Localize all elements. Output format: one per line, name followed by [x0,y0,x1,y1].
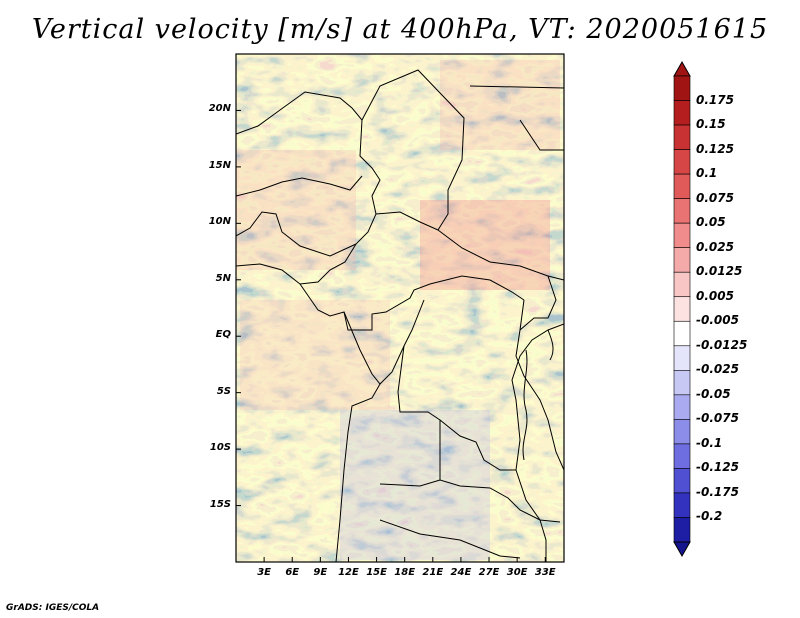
vertical-velocity-field [236,54,564,562]
colorbar-swatch [673,173,691,199]
grads-credit: GrADS: IGES/COLA [6,603,100,613]
lat-label: 10N [208,216,231,228]
colorbar-level-label: -0.125 [696,460,739,475]
colorbar-level-label: -0.0125 [696,337,748,352]
colorbar-swatch [673,75,691,101]
longitude-ticks [263,557,546,562]
colorbar-swatch [673,149,691,175]
colorbar-swatch [673,296,691,322]
colorbar [673,60,691,558]
colorbar-level-label: -0.005 [696,313,739,328]
lat-label: 15N [208,159,231,171]
lat-label: 15S [209,498,231,510]
colorbar-swatch [673,492,691,518]
colorbar-level-label: 0.15 [696,117,726,132]
colorbar-swatch [673,468,691,494]
lat-label: 5S [216,385,231,397]
lat-label: 5N [215,272,231,284]
colorbar-level-label: -0.025 [696,362,739,377]
colorbar-bottom-arrow [673,541,691,558]
lat-label: 10S [209,442,231,454]
colorbar-top-arrow [673,60,691,77]
colorbar-level-label: 0.1 [696,166,718,181]
latitude-ticks [236,109,241,507]
colorbar-level-label: 0.005 [696,288,734,303]
colorbar-level-label: -0.075 [696,411,739,426]
colorbar-level-label: 0.175 [696,92,734,107]
colorbar-swatch [673,320,691,347]
colorbar-level-label: -0.175 [696,484,739,499]
colorbar-swatch [673,419,691,445]
colorbar-swatch [673,247,691,273]
colorbar-level-label: 0.025 [696,239,734,254]
colorbar-swatch [673,370,691,396]
colorbar-swatch [673,345,691,371]
colorbar-level-label: 0.0125 [696,264,743,279]
colorbar-swatch [673,271,691,298]
colorbar-level-label: -0.2 [696,509,723,524]
lat-label: EQ [215,329,231,341]
colorbar-level-label: -0.05 [696,386,731,401]
colorbar-level-label: -0.1 [696,435,723,450]
lon-label: 27E [478,567,500,578]
country-borders [236,69,564,562]
colorbar-swatch [673,100,691,126]
lon-label: 33E [534,567,556,578]
lon-label: 3E [257,567,271,578]
lon-label: 21E [422,567,444,578]
lon-label: 9E [313,567,328,578]
lat-label: 20N [208,103,231,115]
map-frame [235,53,565,563]
colorbar-level-label: 0.125 [696,141,734,156]
colorbar-swatch [673,124,691,150]
colorbar-swatch [673,222,691,248]
colorbar-swatch [673,198,691,224]
lon-label: 18E [394,567,416,578]
colorbar-level-label: 0.05 [696,215,726,230]
colorbar-swatch [673,394,691,420]
lon-label: 24E [450,567,472,578]
colorbar-swatch [673,443,691,469]
lon-label: 6E [285,567,300,578]
lon-label: 15E [366,567,387,578]
colorbar-level-label: 0.075 [696,190,734,205]
lon-label: 12E [338,567,359,578]
lon-label: 30E [506,567,528,578]
colorbar-swatch [673,517,691,543]
chart-title: Vertical velocity [m/s] at 400hPa, VT: 2… [31,14,769,45]
